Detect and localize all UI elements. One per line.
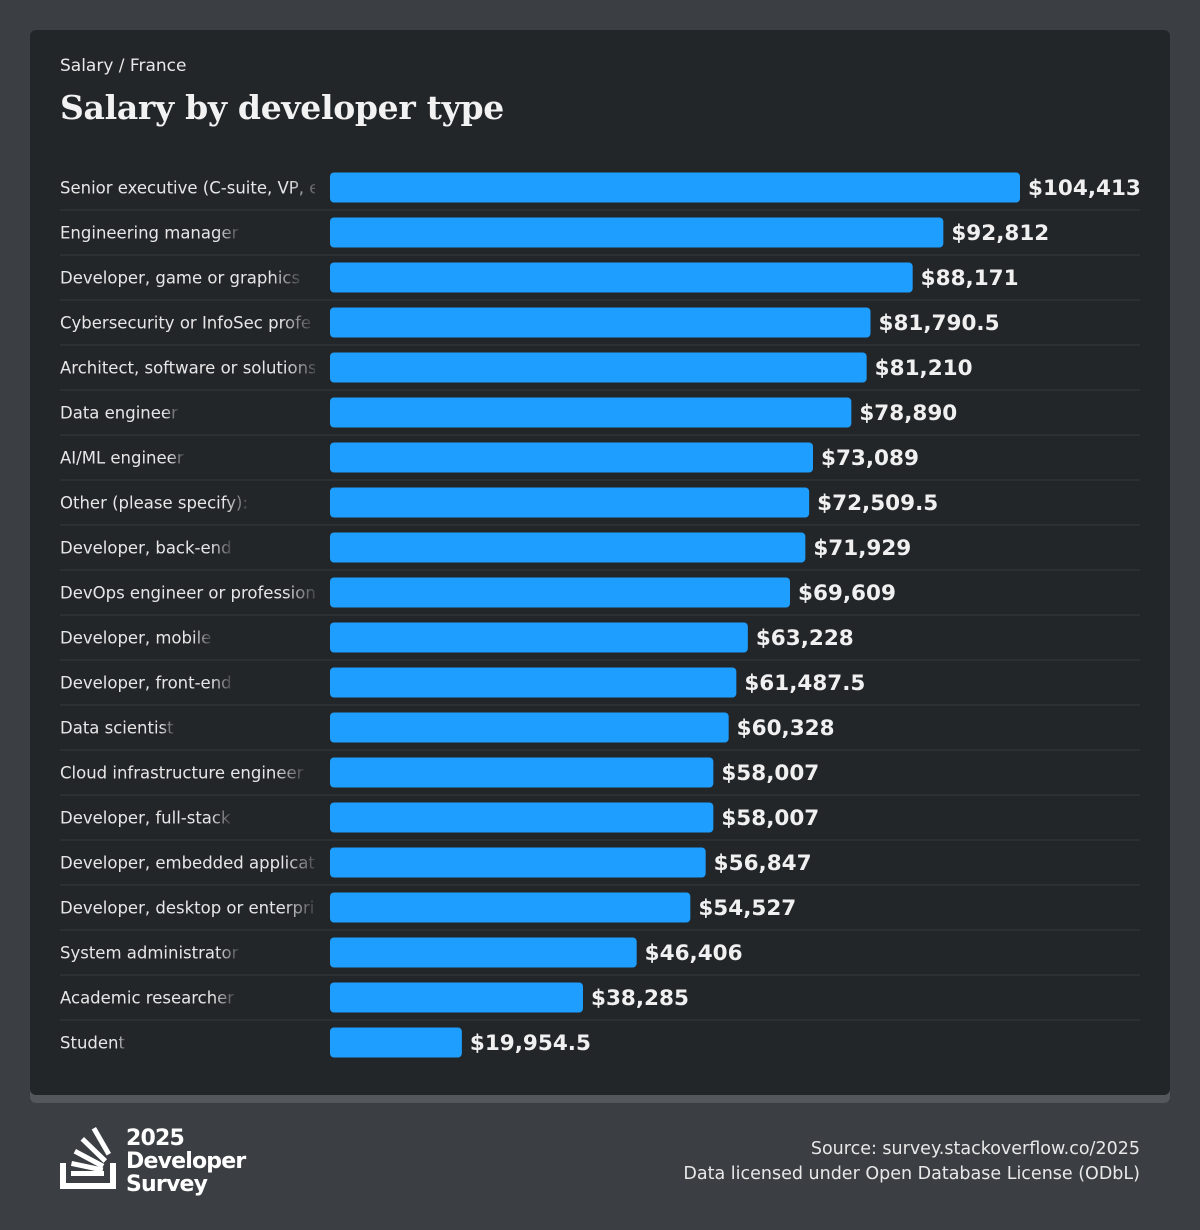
bar: [330, 487, 810, 518]
value-label: $61,487.5: [744, 671, 865, 696]
bar: [330, 892, 691, 923]
category-label: Developer, desktop or enterpri: [60, 899, 314, 918]
survey-logo-text: 2025 Developer Survey: [126, 1126, 246, 1197]
logo-line-developer: Developer: [126, 1149, 246, 1174]
bar: [330, 847, 706, 878]
bar: [330, 1027, 462, 1058]
stack-overflow-icon: [60, 1127, 116, 1189]
bar-row: Developer, full-stack $58,007: [60, 794, 1140, 833]
category-label: Cloud infrastructure engineer: [60, 764, 304, 783]
bar-row: Cloud infrastructure engineer $58,007: [60, 749, 1140, 788]
value-label: $104,413: [1028, 176, 1141, 201]
bar: [330, 397, 852, 428]
bar-row: Developer, front-end $61,487.5: [60, 659, 1140, 698]
bar-row: Data engineer $78,890: [60, 389, 1140, 428]
source-attribution: Source: survey.stackoverflow.co/2025 Dat…: [683, 1137, 1140, 1187]
category-label: Academic researcher: [60, 989, 234, 1008]
bar-row: Developer, desktop or enterpri $54,527: [60, 884, 1140, 923]
bar: [330, 217, 944, 248]
logo-year: 2025: [126, 1126, 185, 1151]
value-label: $69,609: [798, 581, 896, 606]
bar-row: AI/ML engineer $73,089: [60, 434, 1140, 473]
value-label: $78,890: [859, 401, 957, 426]
value-label: $92,812: [951, 221, 1049, 246]
value-label: $81,210: [875, 356, 973, 381]
bar: [330, 982, 584, 1013]
bar-row: Engineering manager $92,812: [60, 209, 1140, 248]
bar-row: Developer, game or graphics $88,171: [60, 254, 1140, 293]
value-label: $58,007: [721, 761, 819, 786]
bar: [330, 262, 913, 293]
bar-row: Student $19,954.5: [60, 1019, 1140, 1058]
bar-row: Data scientist $60,328: [60, 704, 1140, 743]
value-label: $81,790.5: [879, 311, 1000, 336]
category-label: Engineering manager: [60, 224, 239, 243]
category-label: Data engineer: [60, 404, 178, 423]
bar: [330, 757, 714, 788]
category-label: Senior executive (C-suite, VP, e: [60, 179, 319, 198]
value-label: $38,285: [591, 986, 689, 1011]
category-label: Student: [60, 1034, 125, 1053]
value-label: $71,929: [813, 536, 911, 561]
bar: [330, 667, 737, 698]
value-label: $73,089: [821, 446, 919, 471]
survey-logo: 2025 Developer Survey: [60, 1125, 246, 1199]
bar-row: Academic researcher $38,285: [60, 974, 1140, 1013]
bar-row: Other (please specify): $72,509.5: [60, 479, 1140, 518]
bar: [330, 442, 813, 473]
value-label: $60,328: [737, 716, 835, 741]
category-label: Architect, software or solutions: [60, 359, 317, 378]
logo-line-survey: Survey: [126, 1172, 208, 1197]
value-label: $63,228: [756, 626, 854, 651]
category-label: Developer, front-end: [60, 674, 232, 693]
value-label: $72,509.5: [817, 491, 938, 516]
bar-row: Senior executive (C-suite, VP, e $104,413: [60, 172, 1141, 203]
source-link[interactable]: Source: survey.stackoverflow.co/2025: [810, 1139, 1140, 1159]
category-label: AI/ML engineer: [60, 449, 184, 468]
license-note: Data licensed under Open Database Licens…: [683, 1164, 1140, 1184]
value-label: $46,406: [645, 941, 743, 966]
value-label: $58,007: [721, 806, 819, 831]
value-label: $54,527: [698, 896, 796, 921]
chart-title: Salary by developer type: [60, 88, 504, 127]
value-label: $88,171: [921, 266, 1019, 291]
category-label: DevOps engineer or profession: [60, 584, 316, 603]
category-label: Cybersecurity or InfoSec profe: [60, 314, 311, 333]
category-label: Developer, back-end: [60, 539, 232, 558]
bar: [330, 802, 714, 833]
bar: [330, 307, 871, 338]
category-label: Other (please specify):: [60, 494, 248, 513]
category-label: Developer, game or graphics: [60, 269, 300, 288]
category-label: Developer, mobile: [60, 629, 211, 648]
category-label: Data scientist: [60, 719, 174, 738]
category-label: System administrator: [60, 944, 239, 963]
bar: [330, 172, 1020, 203]
bar: [330, 622, 748, 653]
bar-row: System administrator $46,406: [60, 929, 1140, 968]
bar-row: Architect, software or solutions $81,210: [60, 344, 1140, 383]
bar: [330, 577, 791, 608]
bar-row: Developer, embedded applicat $56,847: [60, 839, 1140, 878]
bar-chart: Senior executive (C-suite, VP, e $104,413…: [60, 172, 1141, 1058]
breadcrumb: Salary / France: [60, 56, 187, 76]
bar-row: DevOps engineer or profession $69,609: [60, 569, 1140, 608]
bar: [330, 352, 867, 383]
bar-row: Developer, back-end $71,929: [60, 524, 1140, 563]
bar-row: Cybersecurity or InfoSec profe $81,790.5: [60, 299, 1140, 338]
bar: [330, 532, 806, 563]
value-label: $56,847: [714, 851, 812, 876]
bar: [330, 712, 729, 743]
bar-row: Developer, mobile $63,228: [60, 614, 1140, 653]
value-label: $19,954.5: [470, 1031, 591, 1056]
category-label: Developer, full-stack: [60, 809, 231, 828]
category-label: Developer, embedded applicat: [60, 854, 315, 873]
bar: [330, 937, 637, 968]
